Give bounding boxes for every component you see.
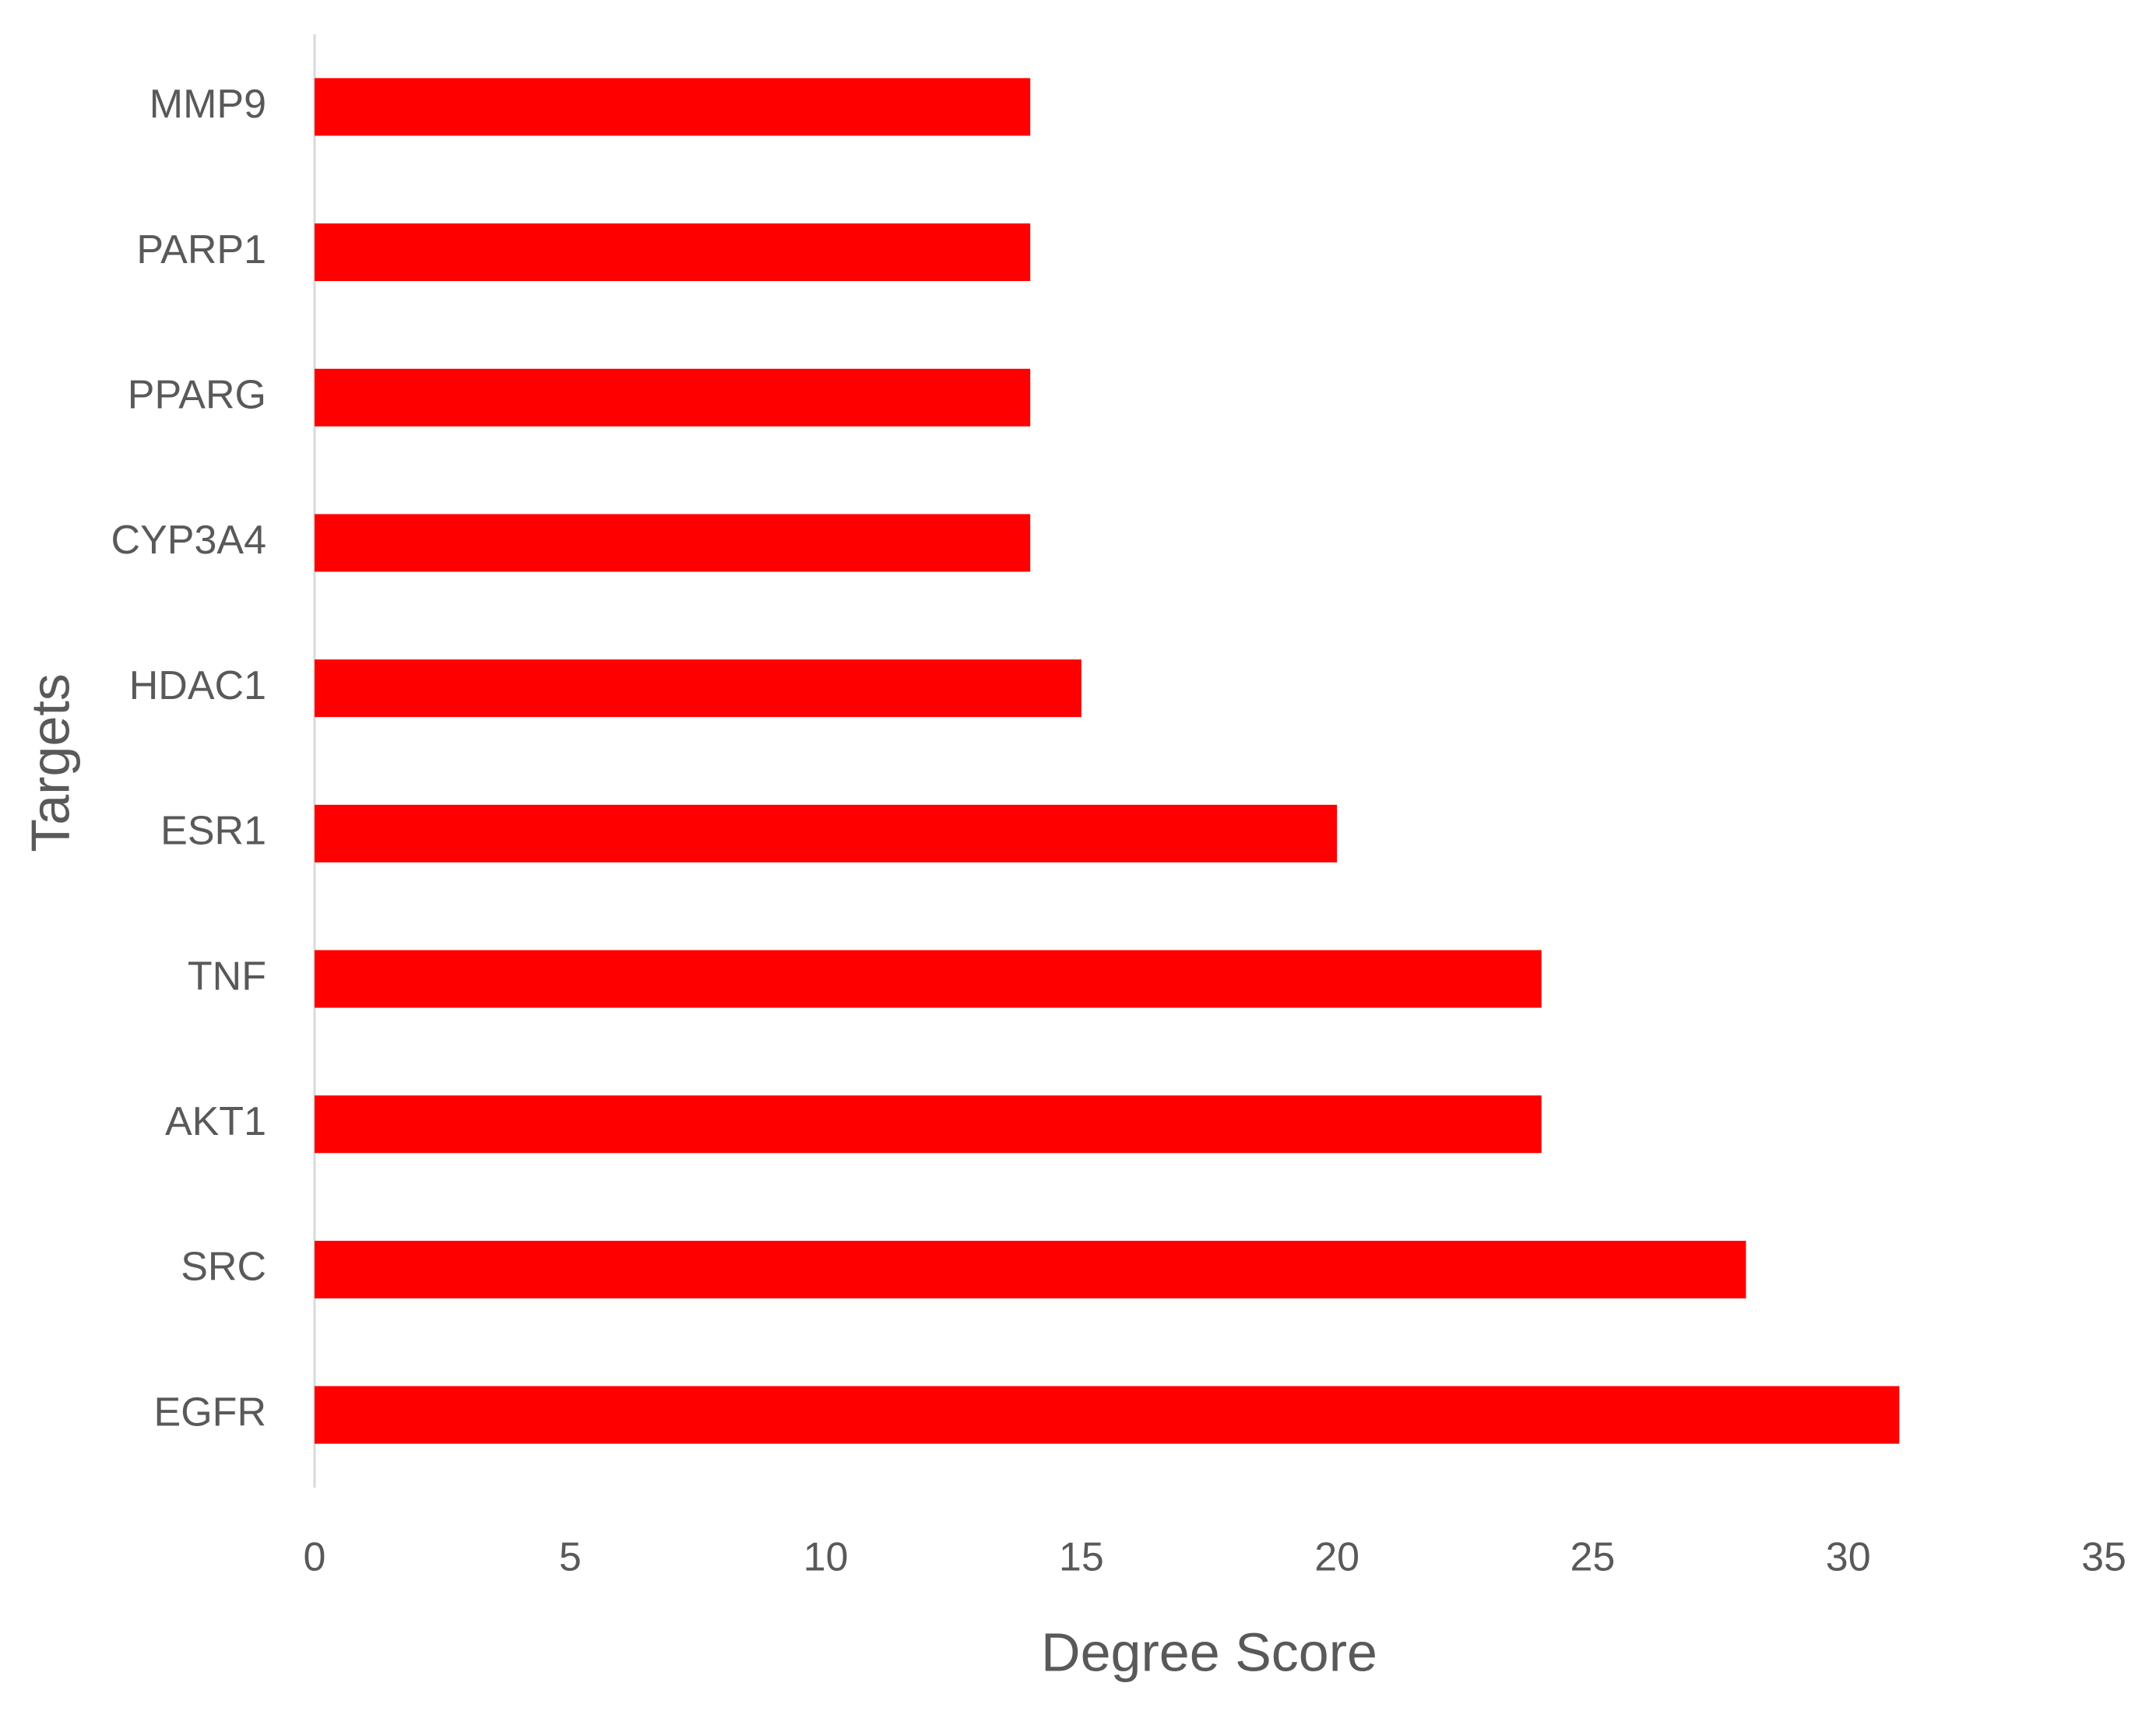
x-axis-title: Degree Score — [1041, 1621, 1377, 1682]
x-tick-label: 5 — [559, 1535, 582, 1580]
bar — [315, 1386, 1900, 1444]
y-tick-label: PPARG — [128, 372, 266, 417]
x-tick-label: 30 — [1826, 1535, 1871, 1580]
bar — [315, 950, 1542, 1008]
x-tick-label: 20 — [1314, 1535, 1359, 1580]
bar — [315, 514, 1031, 572]
y-tick-label: CYP3A4 — [111, 518, 266, 563]
bar — [315, 804, 1338, 863]
bar — [315, 223, 1031, 282]
y-tick-label: MMP9 — [149, 82, 266, 127]
y-axis-title: Targets — [19, 673, 80, 852]
bar — [315, 1095, 1542, 1154]
x-tick-label: 35 — [2081, 1535, 2126, 1580]
x-tick-label: 15 — [1059, 1535, 1104, 1580]
y-tick-label: TNF — [188, 954, 266, 999]
bar — [315, 368, 1031, 427]
bar — [315, 1240, 1746, 1298]
y-tick-label: AKT1 — [165, 1099, 266, 1144]
y-tick-label: HDAC1 — [129, 663, 266, 708]
bar — [315, 78, 1031, 136]
y-tick-label: EGFR — [154, 1390, 266, 1435]
x-tick-label: 0 — [304, 1535, 326, 1580]
y-tick-label: ESR1 — [160, 809, 266, 854]
bar — [315, 659, 1082, 718]
x-tick-label: 10 — [804, 1535, 849, 1580]
y-tick-label: SRC — [181, 1245, 266, 1290]
x-tick-label: 25 — [1570, 1535, 1616, 1580]
y-tick-label: PARP1 — [136, 227, 266, 272]
